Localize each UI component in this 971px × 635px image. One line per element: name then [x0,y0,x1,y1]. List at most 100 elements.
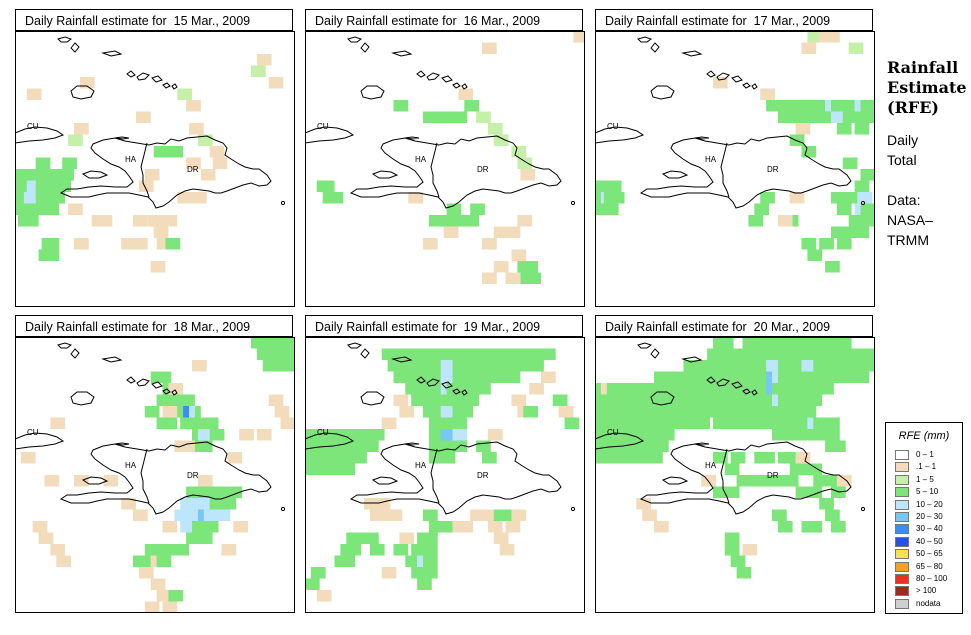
coastline [81,476,109,485]
rainfall-cell [654,440,669,452]
country-label-haiti: HA [125,461,137,470]
rainfall-cell [766,417,781,429]
rainfall-cell [121,238,136,250]
rainfall-cell [197,532,213,544]
rainfall-cell [760,192,775,204]
rainfall-cell [476,111,491,123]
rainfall-cell [523,406,538,418]
coastline [595,126,645,144]
country-label-haiti: HA [125,155,137,164]
rainfall-cell [541,371,556,383]
rainfall-cell [393,544,409,556]
map-frame [595,337,875,613]
rainfall-cell [807,521,823,533]
legend-swatch [895,499,909,510]
rainfall-cell [807,394,823,406]
coastline [101,50,123,57]
island-dot [570,506,576,512]
coastline [347,36,363,43]
legend-label: > 100 [916,586,937,596]
rainfall-cell [654,521,669,533]
rainfall-cell [836,203,852,215]
coastline [681,50,703,57]
coastline [650,348,660,359]
rainfall-cell [825,417,840,429]
coastline [452,388,461,395]
sidebar-title: Rainfall Estimate (RFE) [887,58,967,118]
coastline [751,389,758,396]
map-panel-20-mar: Daily Rainfall estimate for 20 Mar., 200… [595,315,875,613]
legend-item: 0 – 1 [895,450,961,461]
legend-item: 80 – 100 [895,574,961,585]
rainfall-cell [221,544,237,556]
rainfall-cell [44,249,60,261]
coastline [461,389,468,396]
rainfall-cell [233,521,248,533]
rainfall-cell [62,157,77,169]
legend-item: 10 – 20 [895,499,961,511]
rainfall-cell [251,65,266,77]
rainfall-cell [197,134,213,146]
rainfall-cell [724,486,740,498]
legend-label: 65 – 80 [916,561,943,571]
rainfall-cell [836,238,852,250]
coastline [706,376,716,384]
coastline [81,170,109,179]
rainfall-cell [50,192,66,204]
rainfall-cell [452,417,468,429]
legend-item: 5 – 10 [895,487,961,498]
legend-swatch [895,549,909,560]
rainfall-cell [133,215,148,227]
rainfall-cell [458,521,474,533]
rainfall-cell [352,452,367,464]
rainfall-cell [493,134,509,146]
rainfall-cell [511,509,527,521]
rainfall-cell [56,555,71,567]
rainfall-cell [399,406,415,418]
rainfall-cell [493,226,509,238]
rainfall-cell [854,371,870,383]
rainfall-cell [642,509,657,521]
rainfall-map: CU HA DR [305,337,585,613]
coastline [305,126,355,144]
rainfall-cell [748,475,764,487]
coastline [114,136,130,140]
rainfall-cell [186,417,201,429]
rainfall-cell [59,169,74,181]
rainfall-cells [20,337,295,613]
rainfall-cell [446,203,462,215]
rainfall-cell [836,123,852,135]
rainfall-cell [381,567,397,579]
rainfall-cell [423,509,438,521]
rainfall-cell [677,417,693,429]
coastline [595,432,645,450]
rainfall-cell [44,475,60,487]
rainfall-cell [783,452,799,464]
rainfall-cell [476,440,491,452]
rainfall-cell [352,532,367,544]
rainfall-cell [807,429,823,441]
coastline [681,356,703,363]
rainfall-cell [754,417,769,429]
rainfall-cells [15,54,284,273]
rainfall-cell [97,215,113,227]
country-label-haiti: HA [415,461,427,470]
rainfall-cell [50,169,66,181]
legend-item: > 100 [895,586,961,597]
rainfall-cell [860,203,875,215]
panel-title: Daily Rainfall estimate for 18 Mar., 200… [15,315,293,337]
rainfall-cell [505,272,521,284]
haiti-dr-border [720,448,730,504]
rainfall-cell [162,394,178,406]
rainfall-cell [168,146,184,158]
rainfall-cell [364,532,379,544]
rainfall-cell [156,590,172,602]
rainfall-cell [68,134,83,146]
rainfall-cell [760,88,775,100]
rainfall-cell [227,486,243,498]
rainfall-cell [499,509,515,521]
coastline [59,135,272,209]
coastlines [305,36,576,209]
rainfall-cell [789,417,805,429]
coastline [171,83,178,90]
